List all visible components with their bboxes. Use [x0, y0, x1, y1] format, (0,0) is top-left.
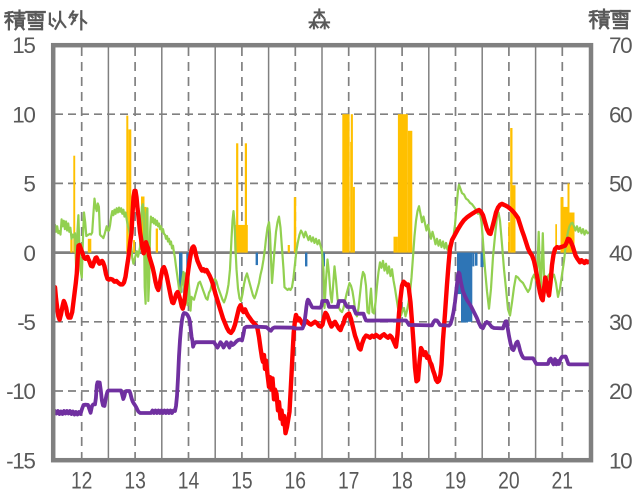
svg-text:60: 60: [609, 102, 632, 127]
svg-text:16: 16: [285, 468, 307, 495]
svg-text:5: 5: [23, 172, 35, 197]
svg-text:70: 70: [609, 33, 632, 58]
svg-text:19: 19: [445, 468, 467, 495]
svg-text:-15: -15: [6, 448, 35, 473]
svg-text:15: 15: [12, 33, 35, 58]
svg-text:10: 10: [609, 448, 632, 473]
svg-text:-5: -5: [17, 310, 35, 335]
svg-text:20: 20: [609, 379, 632, 404]
svg-text:30: 30: [609, 310, 632, 335]
svg-text:18: 18: [391, 468, 413, 495]
svg-text:50: 50: [609, 172, 632, 197]
svg-text:-10: -10: [6, 379, 35, 404]
svg-text:13: 13: [124, 468, 146, 495]
svg-text:40: 40: [609, 241, 632, 266]
svg-text:17: 17: [338, 468, 360, 495]
svg-text:20: 20: [498, 468, 520, 495]
svg-text:10: 10: [12, 102, 35, 127]
svg-text:0: 0: [23, 241, 35, 266]
svg-text:12: 12: [71, 468, 93, 495]
svg-text:21: 21: [552, 468, 574, 495]
svg-text:15: 15: [231, 468, 253, 495]
svg-text:14: 14: [178, 468, 200, 495]
